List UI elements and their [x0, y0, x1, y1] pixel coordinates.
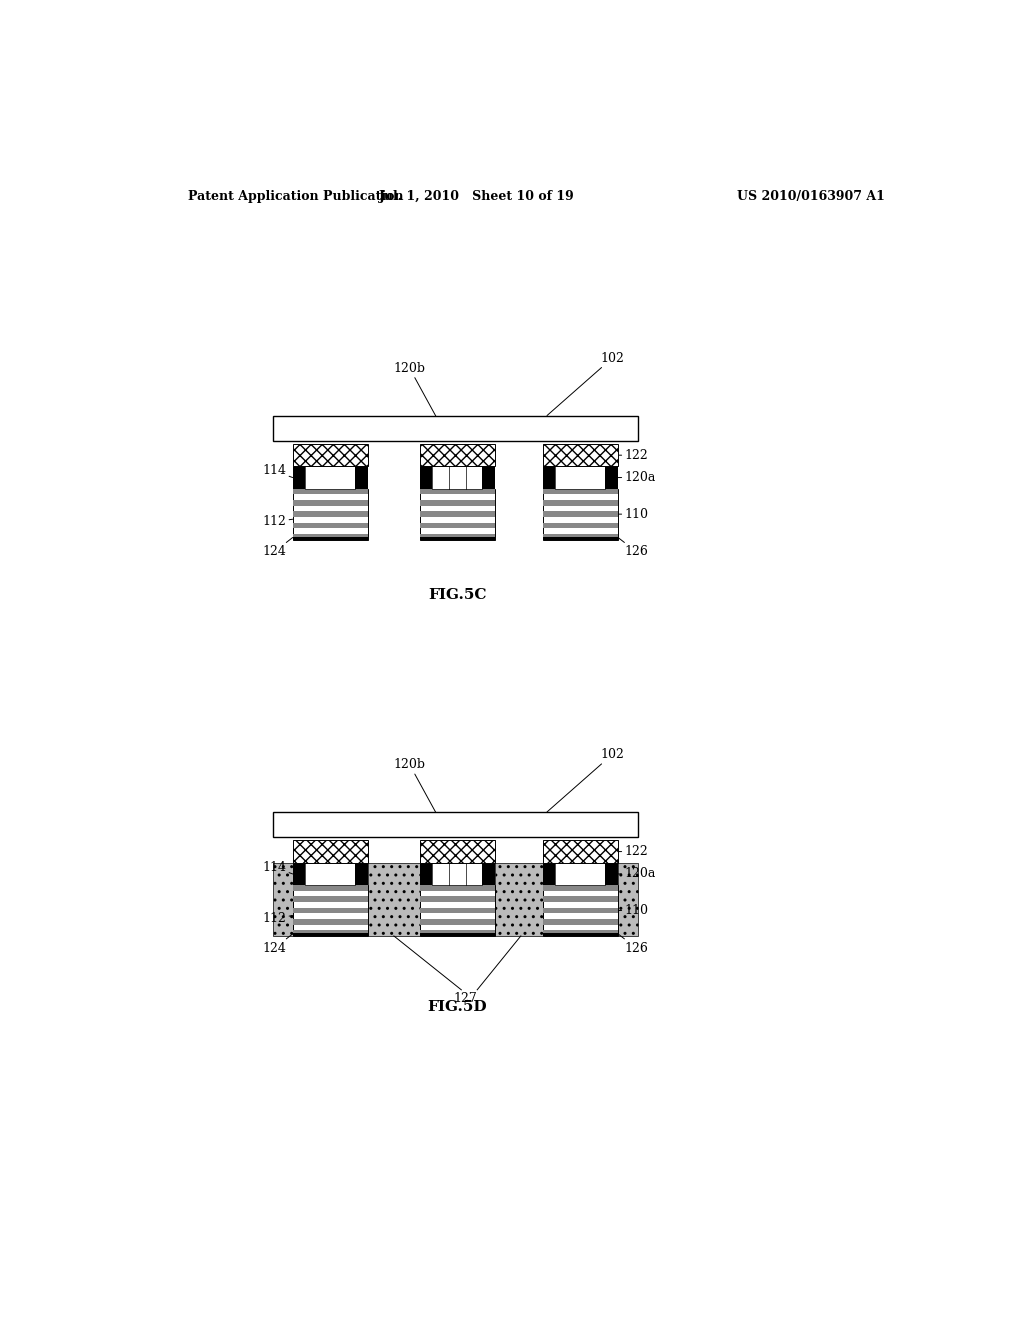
Bar [305, 466, 355, 488]
Bar [555, 863, 605, 886]
Bar [293, 841, 368, 863]
Bar [293, 488, 368, 540]
Bar [543, 511, 618, 517]
Bar [543, 931, 618, 936]
Bar [420, 841, 495, 863]
Bar [273, 416, 638, 441]
Text: 102: 102 [547, 351, 624, 416]
Bar [293, 886, 368, 891]
Text: Patent Application Publication: Patent Application Publication [187, 190, 403, 202]
Bar [355, 863, 368, 886]
Bar [543, 533, 618, 540]
Bar [543, 488, 618, 495]
Bar [543, 919, 618, 924]
Text: Jul. 1, 2010   Sheet 10 of 19: Jul. 1, 2010 Sheet 10 of 19 [379, 190, 575, 202]
Bar [293, 488, 368, 495]
Bar [420, 863, 432, 886]
Bar [420, 466, 432, 488]
Bar [293, 863, 305, 886]
Text: 114: 114 [262, 861, 293, 874]
Bar [293, 511, 368, 517]
Bar [543, 886, 618, 936]
Bar [420, 933, 495, 936]
Bar [273, 812, 638, 837]
Bar [293, 500, 368, 506]
Bar [293, 466, 305, 488]
Bar [543, 863, 555, 886]
Bar [293, 908, 368, 913]
Bar [420, 523, 495, 528]
Bar [605, 863, 618, 886]
Text: FIG.5D: FIG.5D [428, 1001, 487, 1014]
Bar [482, 863, 495, 886]
Bar [618, 863, 638, 936]
Bar [420, 500, 495, 506]
Text: FIG.5C: FIG.5C [428, 589, 486, 602]
Bar [543, 841, 618, 863]
Bar [355, 466, 368, 488]
Bar [293, 919, 368, 924]
Text: 110: 110 [618, 508, 648, 520]
Text: 110: 110 [618, 904, 648, 917]
Text: US 2010/0163907 A1: US 2010/0163907 A1 [736, 190, 885, 202]
Text: 112: 112 [262, 515, 293, 528]
Bar [543, 536, 618, 540]
Bar [293, 931, 368, 936]
Bar [273, 863, 293, 936]
Bar [293, 533, 368, 540]
Text: 126: 126 [618, 935, 648, 954]
Text: 124: 124 [262, 935, 293, 954]
Bar [420, 488, 495, 495]
Bar [420, 488, 495, 540]
Text: 120a: 120a [618, 471, 655, 484]
Bar [432, 863, 482, 886]
Bar [605, 466, 618, 488]
Bar [543, 896, 618, 902]
Bar [543, 886, 618, 891]
Text: 120b: 120b [393, 758, 450, 837]
Text: 122: 122 [618, 845, 648, 858]
Text: 124: 124 [262, 537, 293, 558]
Bar [293, 523, 368, 528]
Bar [432, 466, 482, 488]
Text: 120a: 120a [618, 867, 655, 880]
Text: 122: 122 [618, 449, 648, 462]
Bar [420, 896, 495, 902]
Bar [420, 886, 495, 936]
Bar [543, 908, 618, 913]
Bar [495, 863, 547, 936]
Bar [420, 511, 495, 517]
Bar [555, 466, 605, 488]
Text: 102: 102 [547, 748, 624, 812]
Bar [420, 533, 495, 540]
Text: 127: 127 [454, 991, 477, 1005]
Bar [420, 919, 495, 924]
Bar [420, 931, 495, 936]
Bar [305, 863, 355, 886]
Text: 120b: 120b [393, 362, 450, 441]
Text: 126: 126 [618, 537, 648, 558]
Bar [543, 488, 618, 540]
Bar [420, 908, 495, 913]
Bar [368, 863, 420, 936]
Bar [293, 886, 368, 936]
Bar [543, 444, 618, 466]
Bar [420, 886, 495, 891]
Bar [543, 933, 618, 936]
Bar [543, 523, 618, 528]
Bar [293, 536, 368, 540]
Bar [293, 896, 368, 902]
Bar [482, 466, 495, 488]
Bar [420, 444, 495, 466]
Bar [543, 466, 555, 488]
Bar [420, 536, 495, 540]
Text: 112: 112 [262, 912, 293, 924]
Bar [293, 444, 368, 466]
Bar [543, 500, 618, 506]
Bar [293, 933, 368, 936]
Text: 114: 114 [262, 465, 293, 478]
